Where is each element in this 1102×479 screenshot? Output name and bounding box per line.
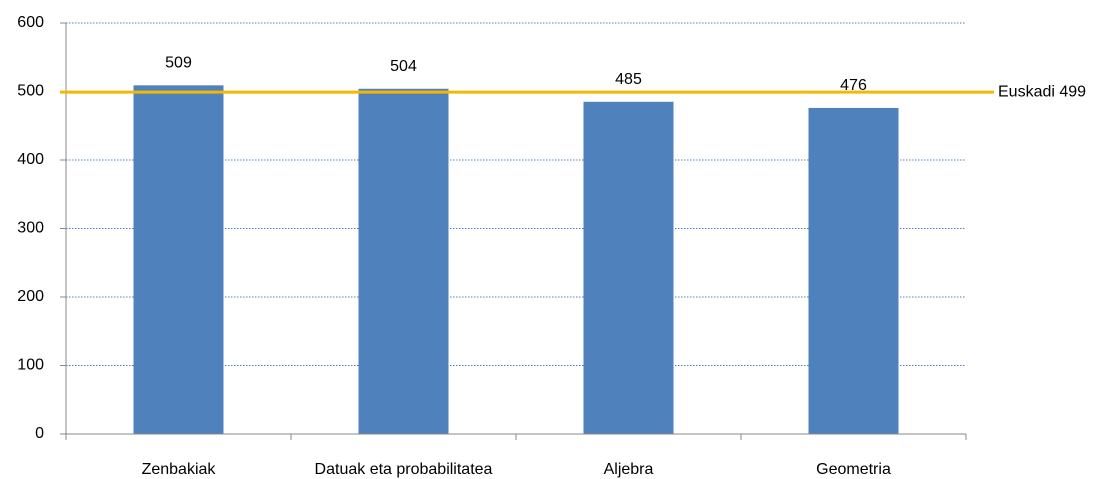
x-tick-label: Zenbakiak	[142, 461, 217, 478]
x-tick-label: Datuak eta probabilitatea	[315, 461, 493, 478]
y-tick-label: 200	[17, 288, 44, 305]
reference-label: Euskadi 499	[998, 83, 1086, 100]
y-tick-label: 0	[35, 425, 44, 442]
bar	[358, 88, 449, 434]
x-tick-label: Geometria	[816, 461, 891, 478]
value-label: 485	[615, 71, 642, 88]
bar	[133, 85, 224, 435]
y-tick-label: 300	[17, 220, 44, 237]
value-label: 504	[390, 58, 417, 75]
value-label: 476	[840, 77, 867, 94]
value-label: 509	[165, 55, 192, 72]
bar	[808, 107, 899, 434]
x-tick-label: Aljebra	[604, 461, 654, 478]
bar	[583, 101, 674, 435]
y-tick-label: 600	[17, 14, 44, 31]
y-tick-label: 500	[17, 83, 44, 100]
y-tick-label: 400	[17, 151, 44, 168]
y-tick-label: 100	[17, 357, 44, 374]
